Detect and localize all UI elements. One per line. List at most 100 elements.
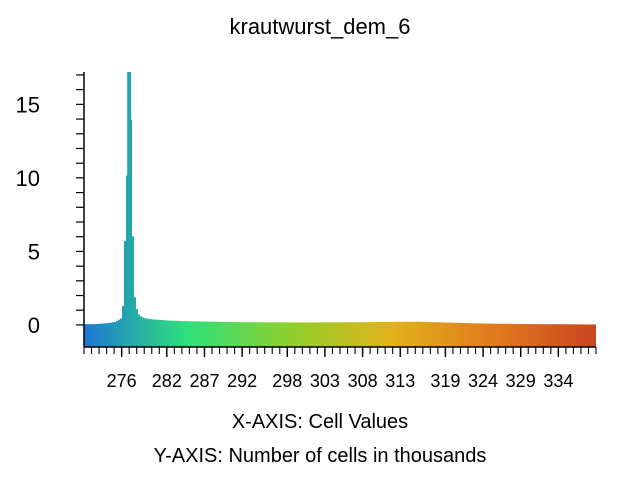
histogram-bar — [386, 321, 388, 347]
histogram-bar — [376, 322, 378, 347]
histogram-bar — [90, 324, 92, 347]
histogram-bar — [356, 322, 358, 347]
histogram-bar — [448, 322, 450, 347]
histogram-bar — [166, 320, 168, 347]
histogram-bar — [536, 324, 538, 347]
histogram-bar — [144, 318, 146, 347]
histogram-bar — [380, 321, 382, 347]
y-tick-label: 10 — [16, 166, 40, 191]
histogram-bar — [212, 321, 214, 347]
histogram-bar — [140, 316, 142, 347]
histogram-bar — [508, 323, 510, 347]
histogram-bar — [424, 321, 426, 347]
histogram-bar — [114, 322, 116, 347]
histogram-bar — [160, 319, 162, 347]
histogram-bar — [366, 322, 368, 347]
histogram-bar — [464, 323, 466, 347]
histogram-bar — [102, 323, 104, 347]
histogram-bar — [426, 321, 428, 347]
histogram-bar — [290, 322, 292, 347]
histogram-bar — [456, 322, 458, 347]
y-tick-label: 0 — [28, 313, 40, 338]
histogram-bar — [322, 322, 324, 347]
histogram-bar — [152, 319, 154, 347]
histogram-bar — [312, 322, 314, 347]
histogram-bar — [562, 324, 564, 347]
y-axis-label: Y-AXIS: Number of cells in thousands — [154, 445, 487, 467]
histogram-bar — [180, 320, 182, 347]
histogram-bar — [188, 321, 190, 347]
histogram-bar — [286, 322, 288, 347]
histogram-bar — [434, 322, 436, 347]
bars-group — [84, 72, 596, 348]
histogram-bar — [568, 324, 570, 347]
histogram-bar — [208, 321, 210, 347]
histogram-bar — [516, 323, 518, 347]
histogram-bar — [176, 320, 178, 347]
histogram-bar — [572, 324, 574, 347]
x-tick-label: 303 — [310, 371, 340, 391]
histogram-bar — [490, 323, 492, 347]
histogram-bar — [282, 322, 284, 347]
x-tick-label: 282 — [152, 371, 182, 391]
histogram-bar — [518, 323, 520, 347]
histogram-bar — [494, 323, 496, 347]
histogram-bar — [276, 322, 278, 347]
histogram-bar — [430, 322, 432, 347]
histogram-bar — [318, 322, 320, 347]
histogram-bar — [574, 324, 576, 347]
histogram-bar — [504, 323, 506, 347]
histogram-bar — [268, 322, 270, 347]
histogram-bar — [510, 323, 512, 347]
histogram-bar — [378, 321, 380, 347]
histogram-bar — [348, 322, 350, 347]
histogram-bar — [294, 322, 296, 347]
histogram-bar — [120, 318, 122, 347]
chart-title: krautwurst_dem_6 — [230, 14, 411, 39]
histogram-bar — [394, 321, 396, 347]
histogram-bar — [112, 322, 114, 347]
histogram-bar — [432, 322, 434, 347]
histogram-bar — [220, 321, 222, 347]
histogram-bar — [264, 322, 266, 347]
histogram-bar — [250, 322, 252, 347]
histogram-bar — [228, 322, 230, 347]
histogram-bar — [138, 314, 140, 347]
histogram-bar — [258, 322, 260, 347]
histogram-bar — [216, 321, 218, 347]
histogram-bar — [372, 322, 374, 347]
x-tick-label: 298 — [272, 371, 302, 391]
histogram-bar — [402, 321, 404, 347]
histogram-bar — [364, 322, 366, 347]
histogram-bar — [182, 321, 184, 347]
histogram-bar — [132, 236, 134, 347]
histogram-bar — [262, 322, 264, 347]
histogram-bar — [484, 323, 486, 347]
histogram-bar — [154, 319, 156, 347]
histogram-bar — [552, 324, 554, 347]
x-axis-label: X-AXIS: Cell Values — [232, 411, 408, 433]
histogram-bar — [96, 323, 98, 347]
histogram-bar — [582, 324, 584, 347]
histogram-bar — [172, 320, 174, 347]
histogram-bar — [330, 322, 332, 347]
histogram-bar — [446, 322, 448, 347]
histogram-bar — [462, 323, 464, 347]
histogram-bar — [320, 322, 322, 347]
histogram-bar — [340, 322, 342, 347]
histogram-bar — [546, 324, 548, 347]
histogram-bar — [522, 323, 524, 347]
histogram-bar — [186, 321, 188, 347]
histogram-bar — [158, 319, 160, 347]
histogram-bar — [210, 321, 212, 347]
x-tick-label: 313 — [385, 371, 415, 391]
histogram-bar — [506, 323, 508, 347]
histogram-bar — [542, 324, 544, 347]
histogram-bar — [146, 318, 148, 347]
histogram-bar — [248, 322, 250, 347]
histogram-bar — [204, 321, 206, 347]
histogram-bar — [388, 321, 390, 347]
histogram-bar — [324, 322, 326, 347]
histogram-bar — [470, 323, 472, 347]
histogram-bar — [284, 322, 286, 347]
